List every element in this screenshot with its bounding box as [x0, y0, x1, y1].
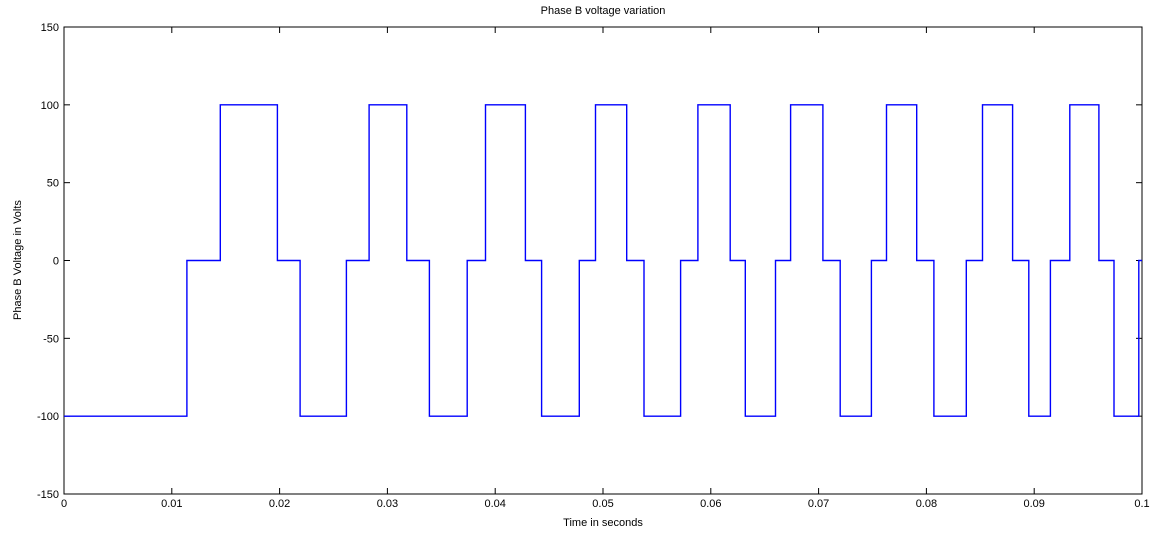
x-tick-label: 0.03: [377, 498, 398, 510]
y-axis-label: Phase B Voltage in Volts: [12, 200, 24, 320]
y-tick-label: -50: [43, 333, 59, 345]
x-tick-labels: 0 0.01 0.02 0.03 0.04 0.05 0.06 0.07 0.08 0.09 0.1: [61, 498, 1150, 510]
y-tick-label: -150: [37, 489, 59, 501]
x-tick-label: 0.07: [808, 498, 829, 510]
axis-ticks: [63, 26, 1143, 495]
y-tick-label: 0: [53, 256, 59, 268]
x-tick-label: 0.1: [1134, 498, 1149, 510]
x-axis-label: Time in seconds: [563, 517, 643, 529]
x-tick-label: 0: [61, 498, 67, 510]
x-tick-label: 0.05: [592, 498, 613, 510]
y-tick-labels: -150 -100 -50 0 50 100 150: [37, 22, 59, 501]
y-tick-label: -100: [37, 411, 59, 423]
x-tick-label: 0.06: [700, 498, 721, 510]
x-tick-label: 0.08: [916, 498, 937, 510]
x-tick-label: 0.02: [269, 498, 290, 510]
chart-title: Phase B voltage variation: [541, 5, 666, 17]
series-line: [64, 104, 1142, 417]
y-tick-label: 100: [41, 100, 59, 112]
x-tick-label: 0.04: [484, 498, 505, 510]
x-tick-label: 0.01: [161, 498, 182, 510]
y-tick-label: 150: [41, 22, 59, 34]
x-tick-label: 0.09: [1023, 498, 1044, 510]
y-tick-label: 50: [47, 178, 59, 190]
